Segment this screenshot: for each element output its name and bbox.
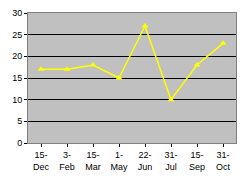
svg-text:15-Sep: 15-Sep bbox=[189, 150, 205, 172]
svg-text:0: 0 bbox=[17, 138, 22, 148]
svg-text:31-Oct: 31-Oct bbox=[216, 150, 231, 172]
svg-text:1-May: 1-May bbox=[110, 150, 128, 172]
svg-text:15-Mar: 15-Mar bbox=[85, 150, 101, 172]
svg-text:31-Jul: 31-Jul bbox=[164, 150, 177, 172]
svg-text:25: 25 bbox=[12, 30, 22, 40]
svg-text:20: 20 bbox=[12, 51, 22, 61]
svg-text:30: 30 bbox=[12, 8, 22, 18]
svg-text:15-Dec: 15-Dec bbox=[33, 150, 50, 172]
svg-text:3-Feb: 3-Feb bbox=[59, 150, 75, 172]
svg-text:5: 5 bbox=[17, 116, 22, 126]
svg-text:10: 10 bbox=[12, 95, 22, 105]
svg-text:22-Jun: 22-Jun bbox=[138, 150, 153, 172]
svg-text:15: 15 bbox=[12, 73, 22, 83]
